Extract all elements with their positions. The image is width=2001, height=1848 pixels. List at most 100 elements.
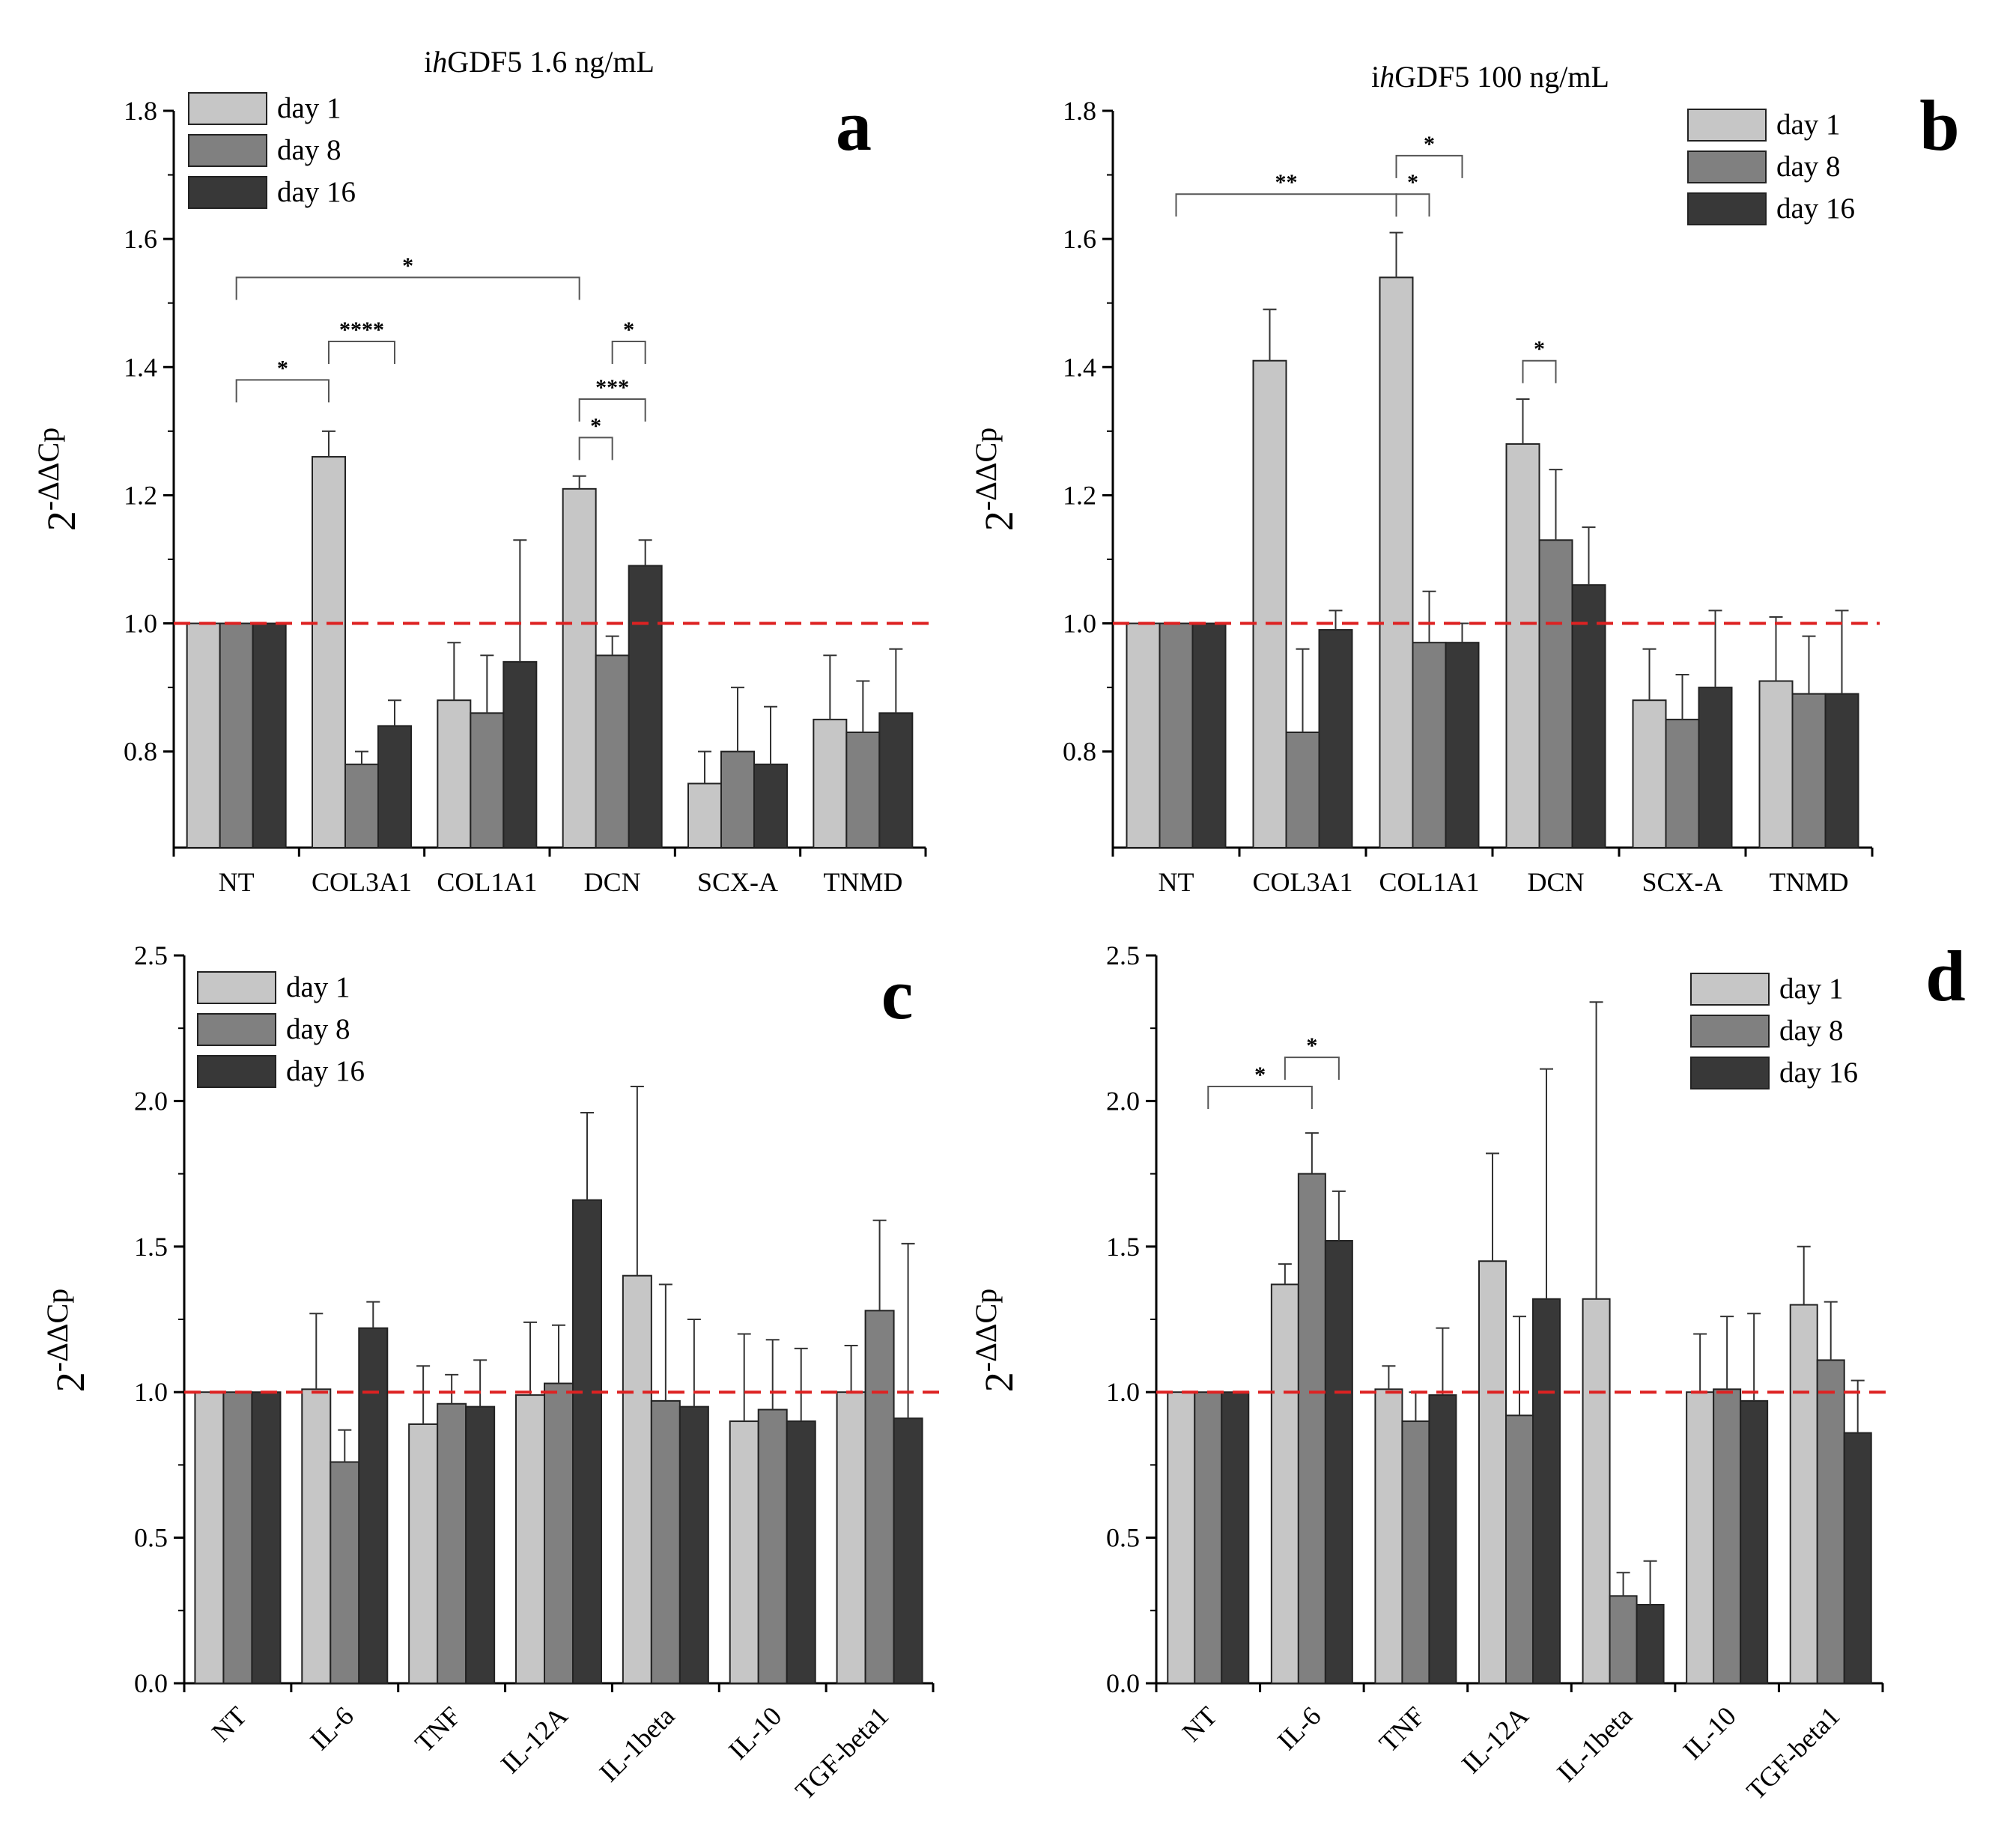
y-tick-label: 1.4 [1063, 352, 1096, 382]
title-italic: h [432, 45, 447, 79]
significance-label: * [1407, 170, 1418, 195]
ylabel-base: 2 [48, 1372, 93, 1392]
title-rest: GDF5 1.6 ng/mL [447, 45, 655, 79]
y-tick-label: 0.8 [124, 737, 157, 767]
y-axis-label: 2-ΔΔCp [969, 428, 1021, 531]
bar-b-tnmd-day8 [1791, 693, 1827, 849]
bar-d-il-12a-day1 [1478, 1260, 1507, 1684]
bar-c-tnf-day8 [437, 1402, 467, 1684]
ylabel-base: 2 [977, 511, 1021, 531]
category-label: SCX-A [697, 867, 778, 897]
bar-c-tgf-beta1-day16 [893, 1417, 923, 1685]
bar-b-col1a1-day16 [1445, 642, 1480, 848]
legend-label: day 1 [277, 92, 341, 124]
panel-title: ihGDF5 100 ng/mL [1371, 60, 1609, 94]
significance-label: * [402, 253, 413, 278]
y-tick-label: 2.5 [1106, 940, 1140, 970]
bar-c-il-6-day1 [301, 1388, 332, 1684]
y-axis-label: 2-ΔΔCp [31, 428, 84, 531]
category-label: DCN [1527, 867, 1584, 897]
significance-bracket [1175, 193, 1397, 217]
panel-letter: b [1919, 85, 1959, 165]
bar-a-nt-day8 [219, 622, 254, 848]
bar-c-tgf-beta1-day1 [836, 1391, 866, 1684]
bar-d-tgf-beta1-day8 [1816, 1359, 1845, 1684]
bar-a-dcn-day8 [595, 654, 630, 848]
bar-c-tnf-day1 [408, 1423, 439, 1685]
bar-b-col3a1-day1 [1252, 359, 1287, 848]
bar-d-nt-day1 [1167, 1391, 1196, 1684]
category-label: TNF [1373, 1700, 1430, 1757]
legend-label: day 1 [286, 971, 350, 1003]
legend-label: day 16 [1779, 1057, 1858, 1089]
legend-label: day 16 [286, 1055, 365, 1087]
y-tick-label: 0.0 [134, 1668, 168, 1698]
bar-c-nt-day1 [194, 1391, 225, 1684]
y-axis-label: 2-ΔΔCp [40, 1289, 93, 1392]
significance-label: * [623, 317, 634, 342]
category-label: NT [219, 867, 255, 897]
bar-c-il-12a-day8 [544, 1382, 574, 1684]
panel-a: 0.8 1.0 1.2 1.4 1.6 1.8 NT COL3A1 COL1A1 DCN SCX-A… [31, 45, 933, 897]
y-tick-label: 0.0 [1106, 1668, 1140, 1698]
bar-c-nt-day8 [222, 1391, 253, 1684]
legend-swatch [1690, 1015, 1770, 1048]
significance-bracket [1522, 359, 1557, 383]
panel-letter: a [836, 85, 872, 165]
bar-b-dcn-day16 [1571, 584, 1606, 848]
legend-swatch [197, 971, 276, 1004]
ylabel-sup: -ΔΔCp [969, 428, 1003, 511]
legend-label: day 1 [1779, 973, 1844, 1005]
significance-bracket [1395, 193, 1430, 217]
panel-d: 0.0 0.5 1.0 1.5 2.0 2.5 NT IL-6 TNF IL-12A IL-1bet… [969, 936, 1966, 1805]
y-tick-label: 1.2 [124, 480, 157, 510]
bar-a-col3a1-day8 [344, 763, 379, 848]
ylabel-sup: -ΔΔCp [31, 428, 65, 511]
significance-label: *** [595, 375, 629, 400]
y-tick-label: 1.0 [124, 609, 157, 639]
y-tick-label: 1.5 [134, 1232, 168, 1262]
category-label: IL-10 [723, 1700, 787, 1765]
bar-c-il-1beta-day8 [650, 1399, 681, 1684]
bar-a-scx-a-day1 [687, 782, 722, 849]
bar-d-nt-day16 [1221, 1391, 1250, 1684]
bar-d-il-1beta-day1 [1582, 1298, 1611, 1685]
bar-a-scx-a-day8 [720, 750, 755, 848]
category-label: COL3A1 [312, 867, 412, 897]
significance-label: * [1306, 1033, 1317, 1058]
legend-swatch [197, 1013, 276, 1046]
legend-label: day 8 [277, 134, 341, 166]
significance-label: * [1424, 132, 1435, 156]
panel-letter: c [881, 954, 914, 1034]
bar-b-scx-a-day8 [1665, 718, 1700, 848]
bar-a-col1a1-day8 [470, 712, 505, 848]
y-axis-label: 2-ΔΔCp [969, 1289, 1021, 1392]
bar-b-dcn-day1 [1505, 443, 1540, 848]
bar-d-il-6-day16 [1324, 1240, 1353, 1685]
significance-bracket [578, 437, 613, 461]
legend-swatch [1687, 109, 1767, 142]
bar-a-scx-a-day16 [753, 763, 788, 848]
bar-c-tnf-day16 [465, 1405, 496, 1684]
legend-swatch [188, 92, 267, 125]
legend-label: day 8 [1776, 151, 1841, 183]
category-label: NT [206, 1700, 252, 1747]
y-tick-label: 1.6 [1063, 224, 1096, 254]
category-label: DCN [584, 867, 641, 897]
bar-d-il-1beta-day8 [1609, 1595, 1638, 1685]
legend-swatch [188, 176, 267, 209]
bar-c-il-10-day16 [786, 1420, 816, 1684]
panel-b: 0.8 1.0 1.2 1.4 1.6 1.8 NT COL3A1 COL1A1 DCN SCX-A… [969, 60, 1960, 897]
bar-d-il-10-day8 [1713, 1388, 1742, 1684]
y-tick-label: 2.0 [1106, 1086, 1140, 1116]
bar-d-il-10-day1 [1686, 1391, 1715, 1684]
category-label: IL-6 [1272, 1700, 1327, 1756]
bar-b-dcn-day8 [1538, 539, 1573, 848]
bar-a-nt-day1 [186, 622, 221, 848]
bar-c-nt-day16 [251, 1391, 282, 1684]
bar-b-scx-a-day1 [1632, 699, 1667, 849]
y-tick-label: 0.5 [1106, 1523, 1140, 1553]
bar-a-col1a1-day1 [437, 699, 472, 849]
bar-a-col1a1-day16 [502, 660, 538, 848]
ylabel-base: 2 [39, 511, 84, 531]
